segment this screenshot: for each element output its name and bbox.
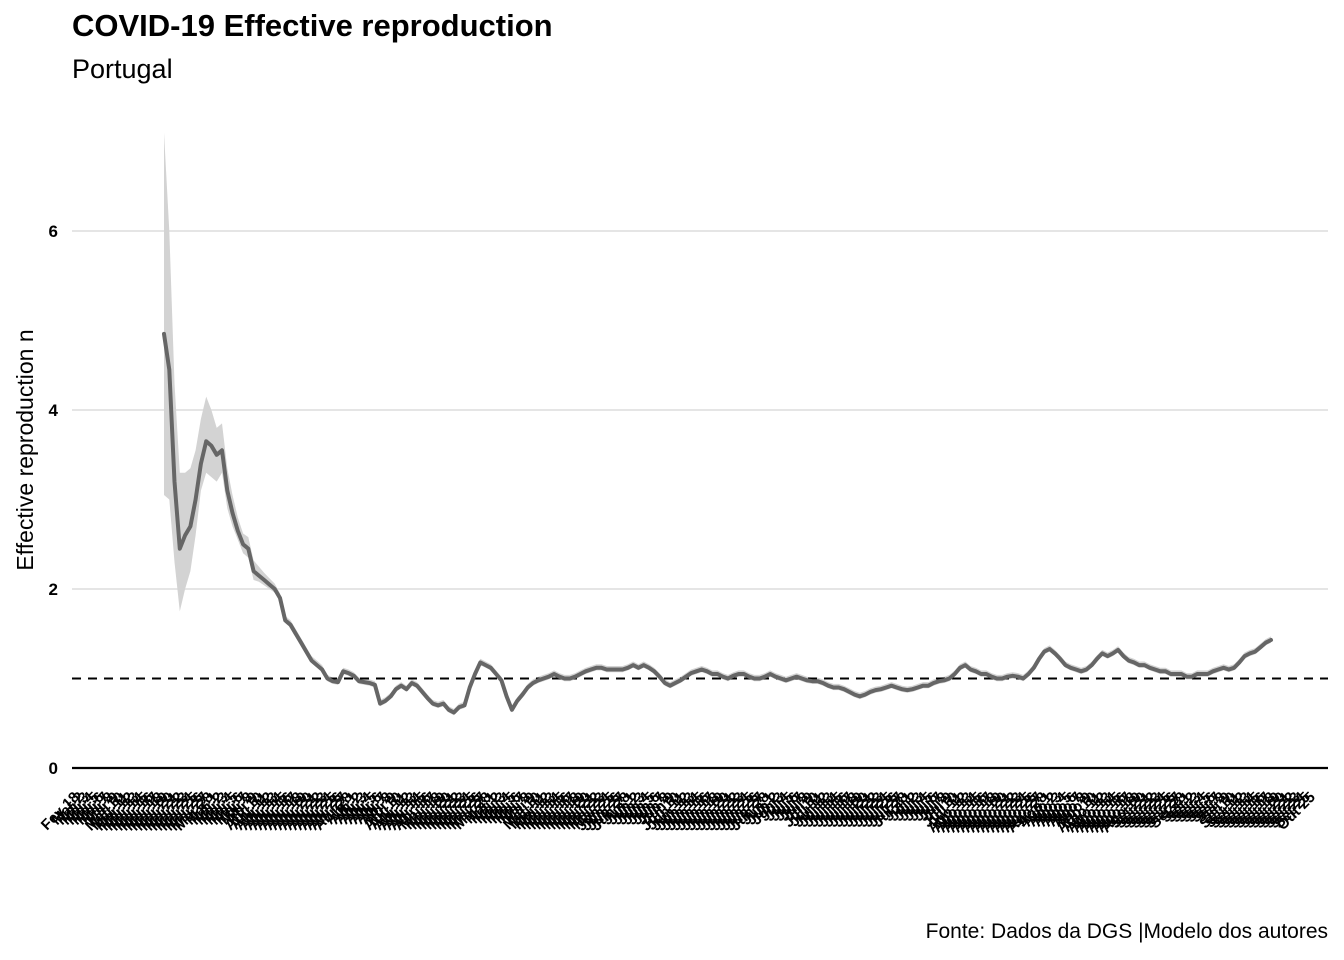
y-tick-label-6: 6 [49,222,58,241]
chart-subtitle: Portugal [72,54,173,84]
confidence-band [164,132,1271,716]
y-tick-label-4: 4 [49,401,59,420]
series-line [162,331,1273,715]
grid-layer [72,230,1328,590]
chart-title: COVID-19 Effective reproduction [72,8,553,43]
y-axis-label: Effective reproduction n [12,329,38,570]
y-tick-labels: 0 2 4 6 [49,222,59,778]
chart-caption: Fonte: Dados da DGS |Modelo dos autores [925,920,1328,943]
y-tick-label-0: 0 [49,759,58,778]
y-tick-label-2: 2 [49,580,58,599]
